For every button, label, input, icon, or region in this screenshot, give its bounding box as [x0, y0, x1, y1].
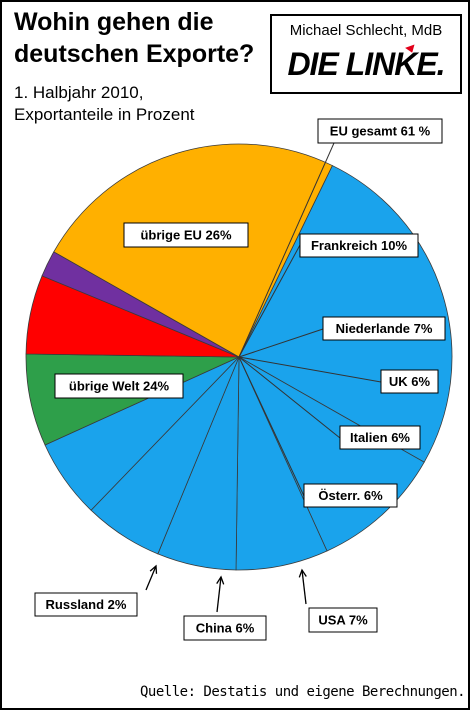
arrow-head: [149, 564, 158, 574]
label-text: übrige EU 26%: [140, 228, 231, 243]
label-box: [299, 233, 419, 258]
slice-label: übrige Welt 24%: [54, 373, 184, 399]
arrow-head: [216, 575, 225, 585]
slice-label: Frankreich 10%: [299, 233, 419, 258]
leader-line: [238, 328, 324, 358]
slice-label: übrige EU 26%: [123, 222, 249, 248]
slice-label: Österr. 6%: [303, 483, 398, 508]
chart-title: Wohin gehen die deutschen Exporte?: [14, 8, 255, 68]
label-text: Russland 2%: [46, 597, 127, 612]
leader-line: [238, 356, 382, 383]
slice-label: UK 6%: [380, 369, 439, 394]
label-text: übrige Welt 24%: [69, 379, 170, 394]
leader-line: [238, 356, 305, 497]
slice-label: USA 7%: [308, 607, 378, 633]
slice-label: Russland 2%: [34, 592, 138, 617]
slice-label: Niederlande 7%: [322, 316, 446, 341]
slice-label: China 6%: [183, 615, 267, 641]
label-box: [380, 369, 439, 394]
label-box: [339, 425, 421, 450]
subtitle-line-1: 1. Halbjahr 2010,: [14, 83, 144, 102]
subtitle-line-2: Exportanteile in Prozent: [14, 105, 195, 124]
party-logo-box: Michael Schlecht, MdB DIE LINKE.: [270, 14, 462, 94]
label-box: [123, 222, 249, 248]
chart-subtitle: 1. Halbjahr 2010, Exportanteile in Proze…: [14, 82, 195, 126]
party-logo: DIE LINKE.: [287, 46, 445, 82]
label-text: UK 6%: [389, 374, 431, 389]
label-text: USA 7%: [318, 613, 368, 628]
slice-label: Italien 6%: [339, 425, 421, 450]
leader-line: [238, 244, 301, 358]
pointer-arrow: [216, 576, 222, 613]
group-label: EU gesamt 61 %: [317, 118, 443, 144]
label-text: EU gesamt 61 %: [330, 124, 431, 139]
label-text: Frankreich 10%: [311, 238, 408, 253]
label-box: [303, 483, 398, 508]
pointer-arrow: [301, 569, 307, 605]
label-box: [317, 118, 443, 144]
group-leader-line: [238, 142, 335, 358]
label-box: [34, 592, 138, 617]
label-text: Österr. 6%: [318, 488, 383, 503]
pointer-arrow: [145, 565, 157, 591]
label-text: Niederlande 7%: [336, 321, 433, 336]
source-note: Quelle: Destatis und eigene Berechnungen…: [140, 684, 466, 700]
author-name: Michael Schlecht, MdB: [289, 22, 443, 39]
label-box: [322, 316, 446, 341]
arrow-head: [298, 568, 307, 578]
label-box: [54, 373, 184, 399]
label-text: Italien 6%: [350, 430, 410, 445]
leader-line: [238, 356, 341, 439]
label-box: [308, 607, 378, 633]
label-box: [183, 615, 267, 641]
label-text: China 6%: [196, 621, 255, 636]
